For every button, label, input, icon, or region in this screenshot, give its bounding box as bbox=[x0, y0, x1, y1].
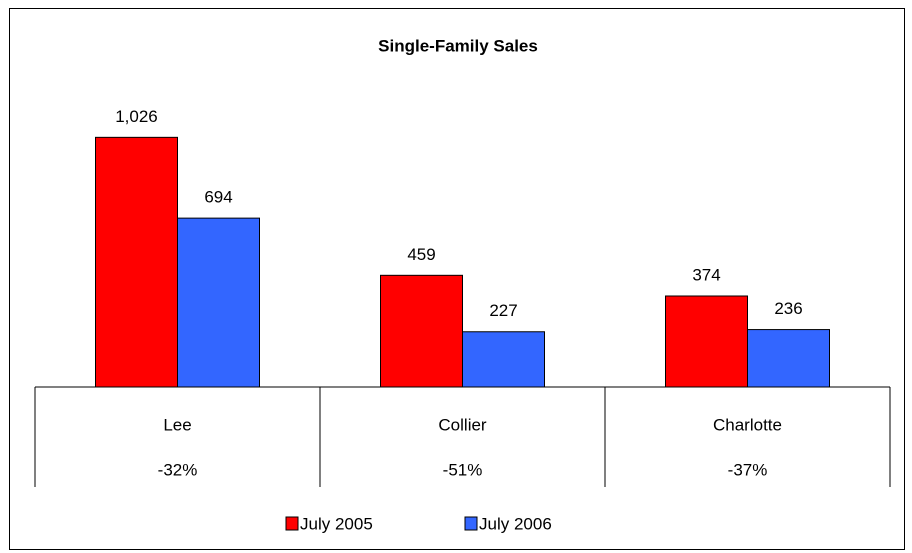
legend-label: July 2005 bbox=[300, 514, 373, 533]
bar bbox=[380, 274, 463, 388]
value-label: 694 bbox=[204, 188, 232, 207]
value-label: 227 bbox=[489, 301, 517, 320]
x-tick-label: Charlotte bbox=[713, 415, 782, 434]
legend-swatch bbox=[285, 516, 299, 531]
x-tick-label: Collier bbox=[438, 415, 487, 434]
chart-title: Single-Family Sales bbox=[378, 36, 538, 55]
bar bbox=[462, 331, 545, 388]
change-label: -32% bbox=[158, 460, 198, 479]
change-label: -51% bbox=[443, 460, 483, 479]
bar bbox=[665, 295, 748, 388]
value-label: 236 bbox=[774, 299, 802, 318]
legend-swatch bbox=[464, 516, 478, 531]
x-tick-label: Lee bbox=[163, 415, 191, 434]
bar bbox=[177, 217, 260, 388]
value-label: 1,026 bbox=[115, 107, 158, 126]
legend-label: July 2006 bbox=[479, 514, 552, 533]
value-label: 374 bbox=[692, 265, 720, 284]
change-label: -37% bbox=[728, 460, 768, 479]
value-label: 459 bbox=[407, 245, 435, 264]
bar bbox=[747, 329, 830, 388]
bar bbox=[95, 136, 178, 388]
